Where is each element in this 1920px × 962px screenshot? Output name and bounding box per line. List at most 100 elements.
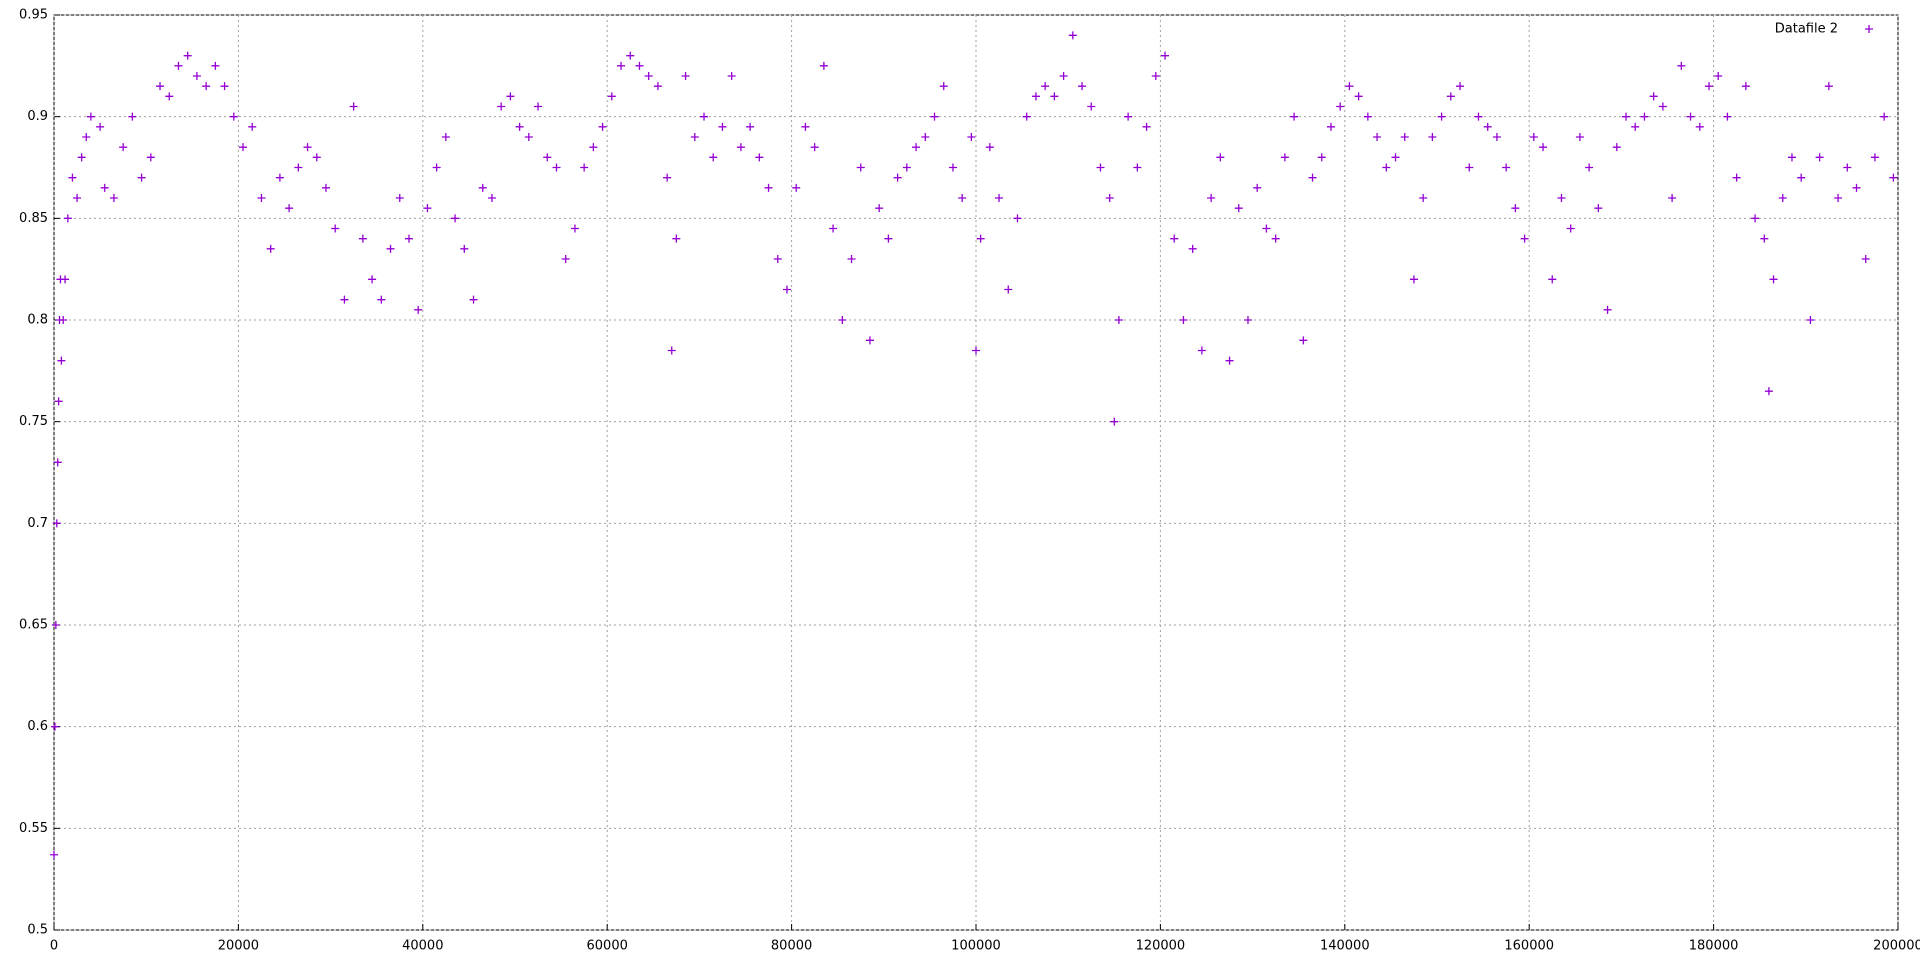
point: [1124, 112, 1133, 121]
point: [285, 204, 294, 213]
point: [497, 102, 506, 111]
point: [819, 61, 828, 70]
point: [51, 621, 60, 629]
point: [358, 234, 367, 243]
point: [432, 163, 441, 172]
point: [469, 295, 478, 304]
point: [1207, 194, 1216, 202]
point: [53, 458, 62, 467]
point: [838, 316, 847, 324]
point: [1834, 194, 1843, 202]
point: [1354, 92, 1363, 101]
point: [893, 173, 902, 182]
point: [96, 122, 105, 131]
point: [321, 183, 330, 192]
point: [239, 143, 248, 152]
point: [63, 214, 72, 223]
point: [635, 61, 644, 70]
x-tick-label: 60000: [587, 939, 628, 954]
point: [54, 397, 63, 406]
point: [829, 224, 838, 233]
point: [377, 295, 386, 304]
point: [1446, 92, 1455, 101]
point: [1843, 163, 1852, 172]
point: [68, 173, 77, 182]
point: [921, 133, 930, 141]
point: [86, 112, 95, 121]
point: [77, 153, 86, 162]
point: [1326, 122, 1335, 131]
point: [1622, 112, 1631, 121]
point: [1179, 316, 1188, 324]
point: [1769, 275, 1778, 284]
point: [312, 153, 321, 162]
x-tick-label: 80000: [771, 939, 812, 954]
x-tick-label: 140000: [1320, 939, 1370, 954]
y-tick-label: 0.9: [27, 109, 48, 124]
point: [61, 275, 70, 284]
point: [875, 204, 884, 213]
point: [1764, 387, 1773, 396]
point: [1078, 82, 1087, 91]
point: [1271, 234, 1280, 243]
point: [1603, 305, 1612, 314]
point: [275, 173, 284, 182]
point: [146, 153, 155, 162]
point: [1548, 275, 1557, 284]
point: [1114, 316, 1123, 324]
point: [1585, 163, 1594, 172]
point: [847, 255, 856, 263]
point: [1612, 143, 1621, 152]
point: [663, 173, 672, 182]
point: [617, 61, 626, 70]
y-tick-label: 0.75: [19, 414, 48, 429]
point: [1110, 417, 1119, 426]
point: [939, 82, 948, 91]
point: [1483, 122, 1492, 131]
x-tick-label: 200000: [1873, 939, 1920, 954]
point: [985, 143, 994, 152]
point: [1022, 112, 1031, 121]
point: [690, 133, 699, 141]
point: [902, 163, 911, 172]
point: [1437, 112, 1446, 121]
x-tick-label: 40000: [402, 939, 443, 954]
point: [1723, 112, 1732, 121]
point: [1373, 133, 1382, 141]
point: [1797, 173, 1806, 182]
point: [746, 122, 755, 131]
point: [718, 122, 727, 131]
point: [884, 234, 893, 243]
point: [349, 102, 358, 111]
x-tick-label: 100000: [951, 939, 1001, 954]
point: [782, 285, 791, 294]
point: [1889, 173, 1898, 182]
point: [1852, 183, 1861, 192]
point: [653, 82, 662, 91]
point: [1465, 163, 1474, 172]
point: [1520, 234, 1529, 243]
point: [1686, 112, 1695, 121]
point: [303, 143, 312, 152]
point: [1382, 163, 1391, 172]
point: [1068, 31, 1077, 40]
point: [368, 275, 377, 284]
point: [1013, 214, 1022, 223]
point: [174, 61, 183, 70]
point: [580, 163, 589, 172]
point: [1225, 356, 1234, 365]
point: [192, 72, 201, 80]
point: [202, 82, 211, 91]
point: [1474, 112, 1483, 121]
point: [1741, 82, 1750, 91]
point: [1815, 153, 1824, 162]
point: [1704, 82, 1713, 91]
legend-marker: [1865, 25, 1873, 33]
point: [1096, 163, 1105, 172]
point: [995, 194, 1004, 202]
point: [1658, 102, 1667, 111]
point: [59, 316, 68, 324]
point: [672, 234, 681, 243]
point: [1308, 173, 1317, 182]
point: [229, 112, 238, 121]
